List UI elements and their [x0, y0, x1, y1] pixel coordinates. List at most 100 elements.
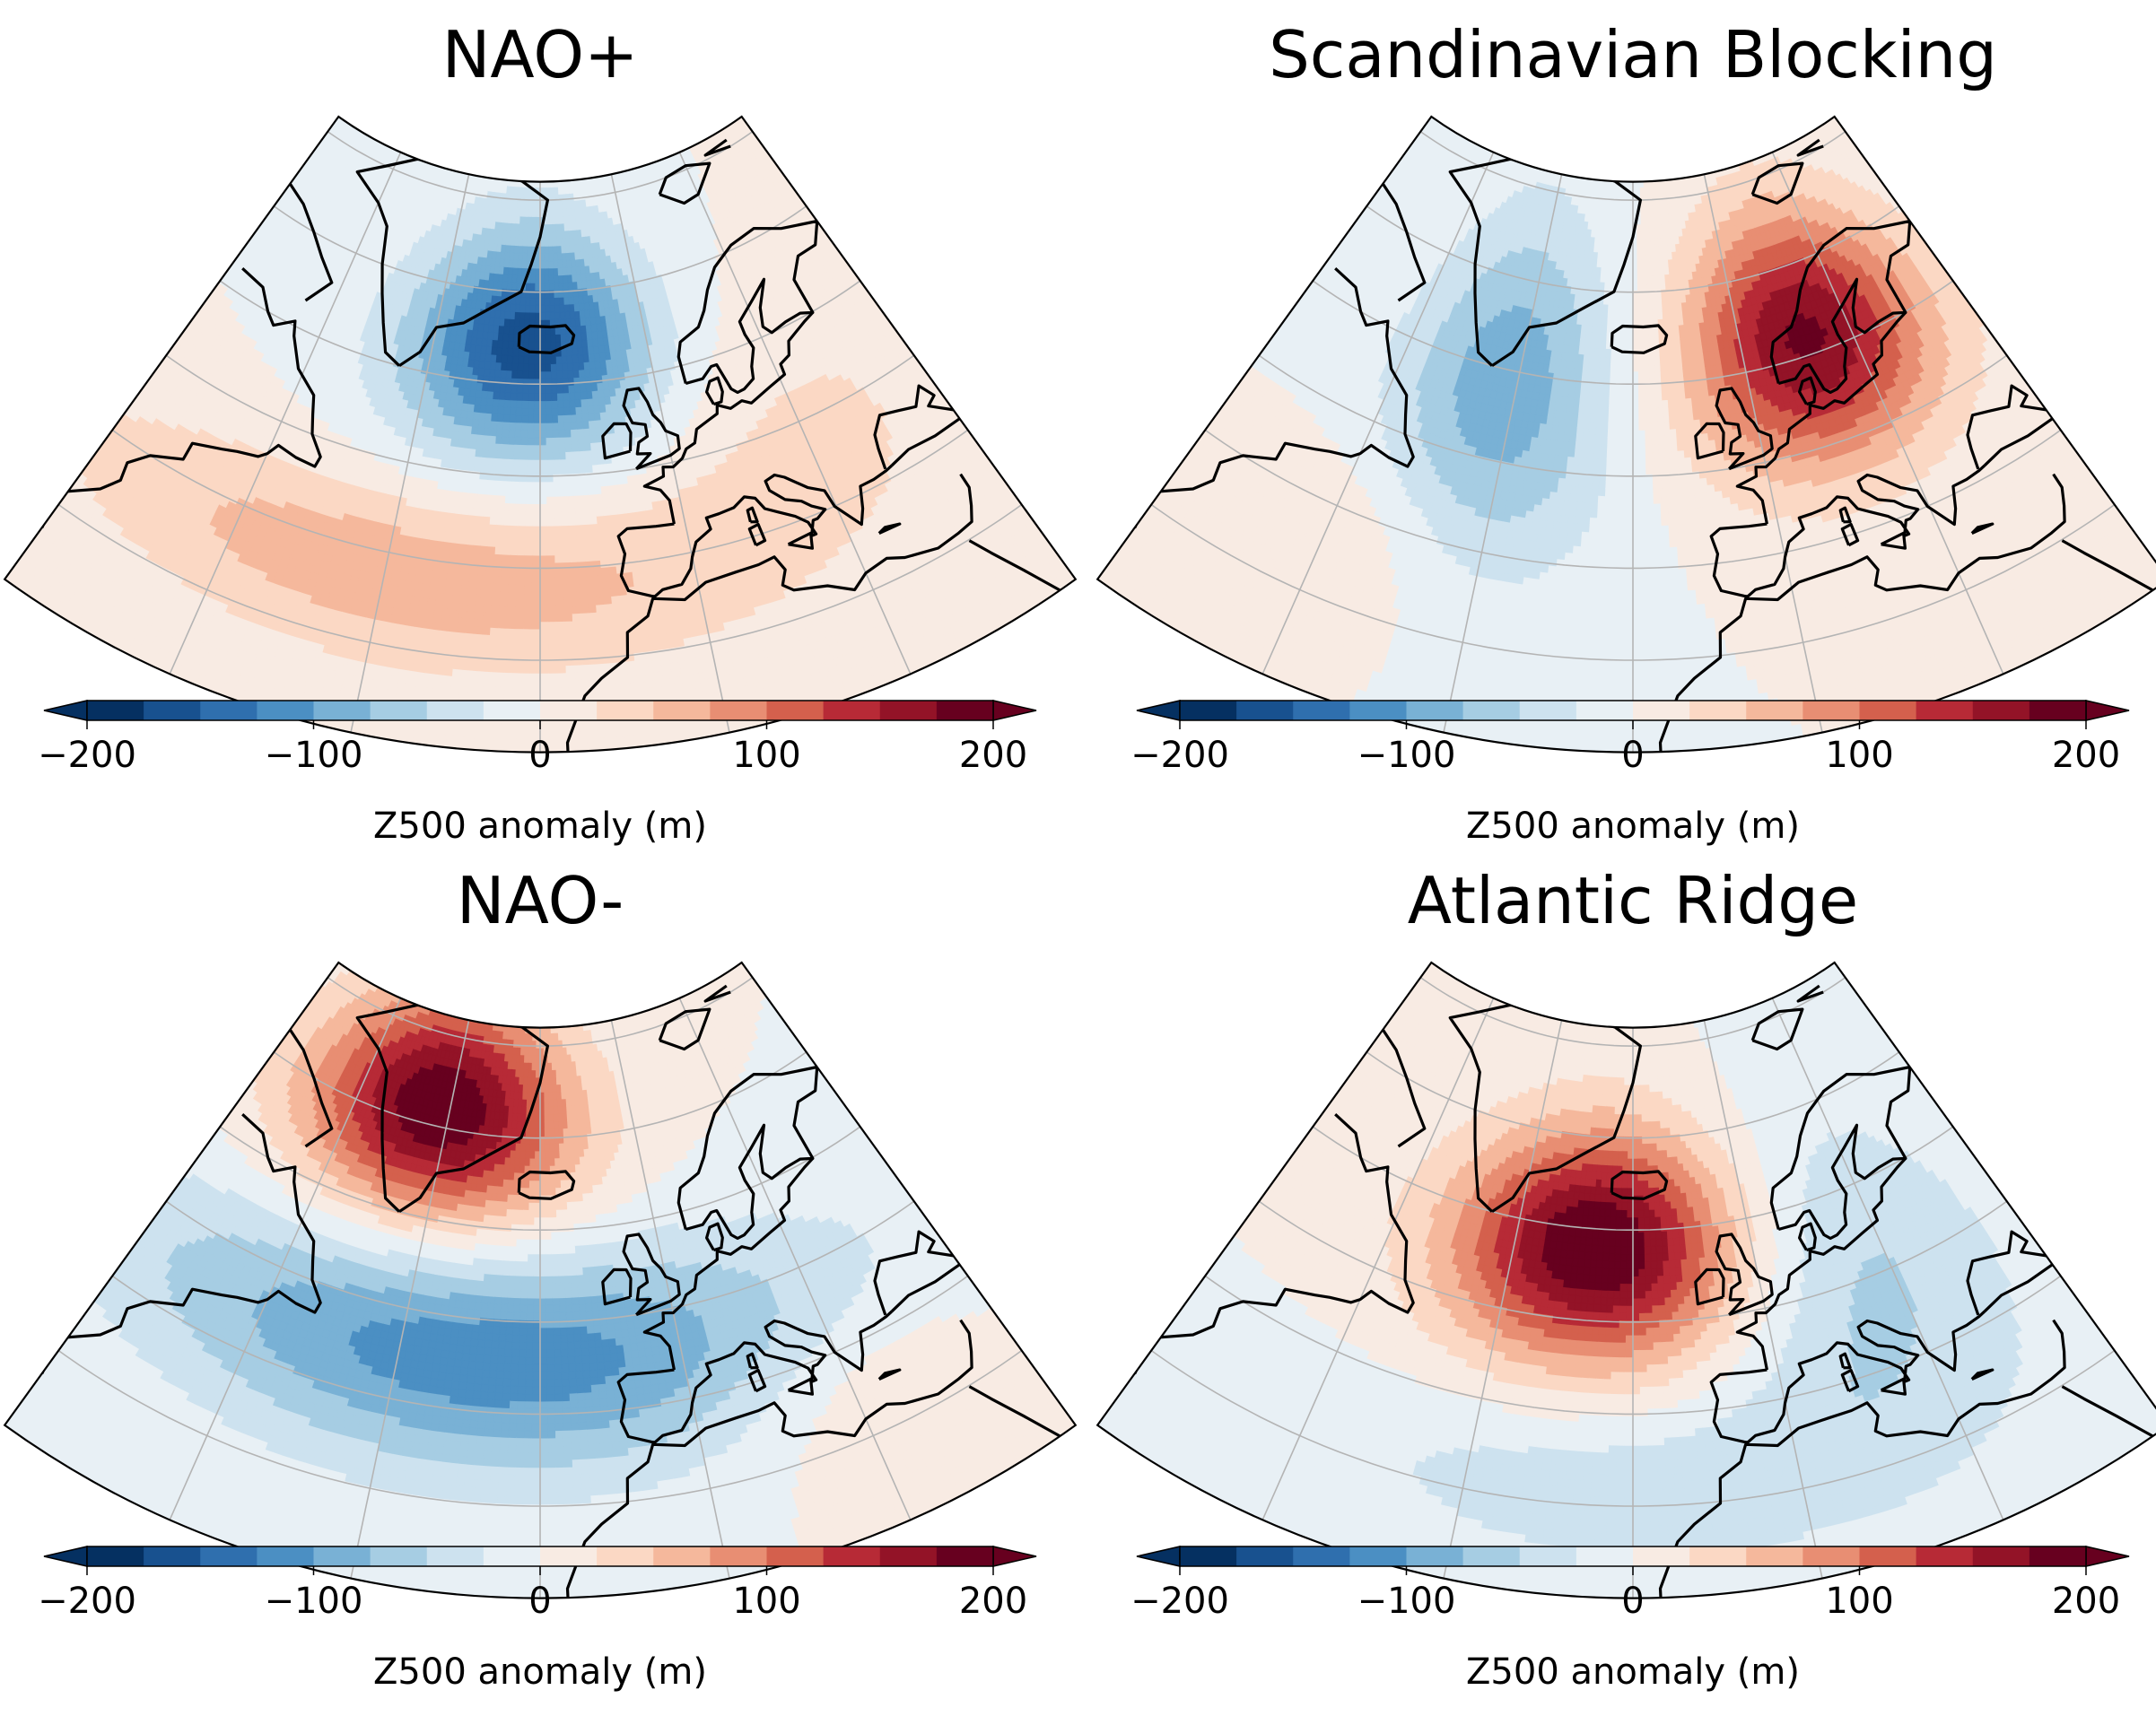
anomaly-cell [379, 117, 388, 126]
anomaly-cell [473, 625, 484, 635]
anomaly-cell [462, 654, 473, 664]
anomaly-cell [433, 755, 444, 763]
anomaly-cell [340, 91, 347, 100]
anomaly-cell [42, 475, 56, 488]
anomaly-cell [303, 137, 312, 147]
anomaly-cell [266, 192, 276, 203]
anomaly-cell [63, 435, 76, 448]
anomaly-cell [220, 720, 234, 732]
anomaly-cell [34, 631, 48, 644]
anomaly-cell [503, 170, 510, 179]
anomaly-cell [31, 475, 45, 489]
anomaly-cell [27, 643, 41, 657]
anomaly-cell [64, 640, 77, 653]
anomaly-cell [471, 552, 481, 561]
anomaly-cell [456, 491, 466, 501]
anomaly-cell [427, 153, 434, 163]
anomaly-cell [471, 484, 480, 494]
anomaly-cell [507, 170, 513, 179]
anomaly-cell [143, 357, 154, 369]
anomaly-cell [107, 404, 119, 416]
anomaly-cell [489, 523, 498, 533]
anomaly-cell [424, 672, 436, 682]
anomaly-cell [454, 453, 463, 463]
anomaly-cell [77, 418, 90, 431]
anomaly-cell [4, 604, 7, 617]
anomaly-cell [388, 129, 396, 139]
anomaly-cell [474, 456, 483, 465]
anomaly-cell [434, 547, 444, 557]
anomaly-cell [452, 765, 463, 773]
anomaly-cell [22, 614, 36, 627]
anomaly-cell [491, 161, 497, 170]
anomaly-cell [456, 720, 467, 730]
anomaly-cell [423, 152, 432, 162]
anomaly-cell [58, 468, 71, 482]
anomaly-cell [111, 398, 124, 410]
anomaly-cell [461, 163, 468, 172]
anomaly-cell [20, 504, 33, 518]
anomaly-cell [52, 658, 66, 672]
anomaly-cell [447, 631, 458, 640]
anomaly-cell [249, 216, 259, 227]
anomaly-cell [138, 687, 153, 700]
anomaly-cell [182, 294, 193, 306]
anomaly-cell [60, 646, 74, 659]
anomaly-cell [459, 520, 469, 530]
anomaly-cell [375, 746, 388, 753]
anomaly-cell [486, 560, 495, 570]
anomaly-cell [474, 728, 485, 738]
anomaly-cell [236, 224, 246, 235]
anomaly-cell [461, 780, 472, 788]
anomaly-cell [351, 100, 358, 108]
anomaly-cell [464, 736, 476, 745]
anomaly-cell [482, 382, 490, 392]
anomaly-cell [84, 642, 98, 656]
anomaly-cell [4, 586, 8, 599]
anomaly-cell [461, 506, 471, 516]
anomaly-cell [4, 551, 10, 564]
anomaly-cell [394, 749, 406, 753]
anomaly-cell [22, 632, 36, 645]
anomaly-cell [443, 593, 454, 603]
anomaly-cell [110, 388, 122, 400]
anomaly-cell [481, 523, 491, 532]
anomaly-cell [449, 144, 455, 154]
anomaly-cell [218, 239, 229, 249]
anomaly-cell [474, 158, 480, 168]
anomaly-cell [432, 147, 441, 157]
anomaly-cell [444, 659, 455, 669]
anomaly-cell [485, 405, 493, 414]
anomaly-cell [275, 180, 285, 191]
anomaly-cell [451, 594, 462, 604]
anomaly-cell [362, 124, 371, 134]
anomaly-cell [10, 632, 24, 646]
anomaly-cell [455, 498, 465, 508]
anomaly-cell [22, 516, 36, 528]
anomaly-cell [196, 727, 210, 739]
anomaly-cell [435, 540, 445, 550]
anomaly-cell [354, 101, 361, 109]
anomaly-cell [254, 201, 264, 212]
anomaly-cell [440, 622, 450, 632]
anomaly-cell [187, 289, 197, 300]
anomaly-cell [467, 514, 477, 524]
anomaly-cell [464, 484, 473, 493]
anomaly-cell [231, 231, 241, 241]
anomaly-cell [380, 778, 391, 787]
anomaly-cell [31, 504, 45, 517]
anomaly-cell [291, 146, 301, 156]
anomaly-cell [482, 441, 491, 451]
anomaly-cell [474, 529, 483, 539]
anomaly-cell [499, 309, 506, 319]
anomaly-cell [458, 602, 469, 612]
anomaly-cell [460, 668, 471, 678]
anomaly-cell [379, 124, 387, 134]
anomaly-cell [31, 637, 45, 650]
anomaly-cell [445, 144, 452, 153]
anomaly-cell [501, 162, 507, 171]
anomaly-cell [18, 638, 32, 651]
anomaly-cell [505, 155, 511, 164]
anomaly-cell [345, 117, 354, 122]
anomaly-cell [453, 460, 462, 470]
